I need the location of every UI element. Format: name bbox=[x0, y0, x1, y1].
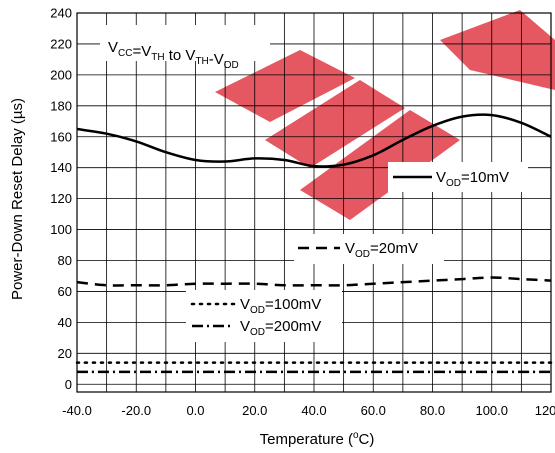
legend-10mv-label: VOD=10mV bbox=[436, 169, 509, 189]
legend-100mv-label: VOD=100mV bbox=[240, 296, 321, 316]
y-tick-label: 100 bbox=[50, 222, 72, 237]
y-tick-label: 160 bbox=[50, 129, 72, 144]
y-tick-label: 140 bbox=[50, 160, 72, 175]
legend-low-bg bbox=[186, 290, 342, 342]
watermark-shape-2 bbox=[265, 80, 405, 168]
legend-200mv-label: VOD=200mV bbox=[240, 318, 321, 338]
legend-100mv-200mv: VOD=100mV VOD=200mV bbox=[186, 290, 342, 342]
y-tick-label: 120 bbox=[50, 191, 72, 206]
x-tick-label: 40.0 bbox=[301, 403, 326, 418]
x-tick-label: -40.0 bbox=[62, 403, 92, 418]
y-tick-label: 80 bbox=[58, 253, 72, 268]
legend-20mv: VOD=20mV bbox=[294, 234, 444, 264]
y-tick-label: 220 bbox=[50, 36, 72, 51]
x-tick-label: 80.0 bbox=[420, 403, 445, 418]
condition-label: VCC=VTH to VTH-VOD bbox=[108, 39, 239, 71]
x-tick-label: -20.0 bbox=[121, 403, 151, 418]
watermark-shape-4 bbox=[440, 10, 555, 90]
y-tick-label: 60 bbox=[58, 284, 72, 299]
watermark-logo bbox=[215, 10, 555, 220]
y-tick-label: 200 bbox=[50, 67, 72, 82]
x-tick-label: 100.0 bbox=[475, 403, 508, 418]
series-line-20mv bbox=[76, 276, 552, 287]
legend-10mv: VOD=10mV bbox=[388, 162, 528, 192]
y-tick-label: 0 bbox=[65, 377, 72, 392]
series-line-10mv bbox=[76, 113, 552, 168]
condition-label-bg bbox=[100, 25, 270, 61]
y-tick-labels: 0 20 40 60 80 100 120 140 160 180 200 220 240 bbox=[50, 6, 72, 392]
watermark-shape-3 bbox=[300, 110, 460, 220]
watermark-shape-1 bbox=[215, 50, 355, 122]
legend-20mv-label: VOD=20mV bbox=[345, 240, 418, 260]
x-tick-label: 120.0 bbox=[535, 403, 555, 418]
x-tick-label: 60.0 bbox=[361, 403, 386, 418]
x-tick-labels: -40.0 -20.0 0.0 20.0 40.0 60.0 80.0 100.0 120.0 bbox=[62, 403, 555, 418]
plot-frame bbox=[76, 12, 552, 393]
y-tick-label: 180 bbox=[50, 98, 72, 113]
y-tick-label: 20 bbox=[58, 346, 72, 361]
y-tick-label: 240 bbox=[50, 6, 72, 21]
x-tick-label: 20.0 bbox=[242, 403, 267, 418]
x-tick-label: 0.0 bbox=[186, 403, 204, 418]
x-axis-label: Temperature (oC) bbox=[260, 430, 375, 448]
y-axis-label: Power-Down Reset Delay (µs) bbox=[9, 98, 26, 300]
series-lines bbox=[75, 113, 553, 374]
y-tick-label: 40 bbox=[58, 315, 72, 330]
